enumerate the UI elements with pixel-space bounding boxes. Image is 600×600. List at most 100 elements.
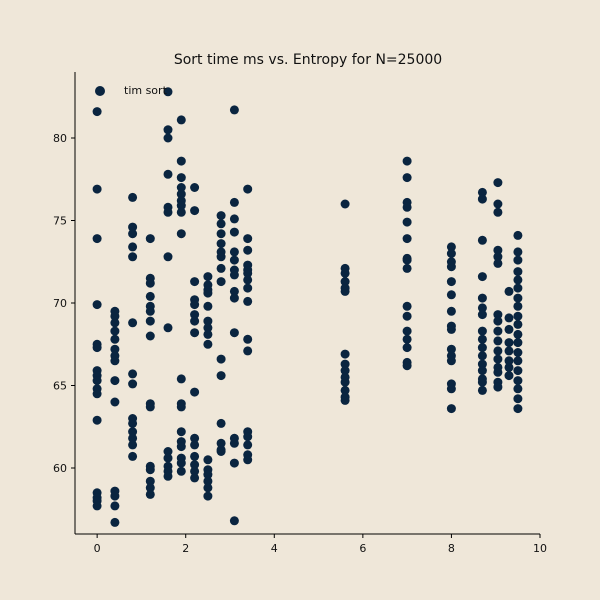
data-point <box>229 105 239 115</box>
data-point <box>176 115 186 125</box>
data-point <box>513 255 523 265</box>
data-point <box>513 338 523 348</box>
data-point <box>340 366 350 376</box>
data-point <box>176 466 186 476</box>
chart-title: Sort time ms vs. Entropy for N=25000 <box>174 52 442 68</box>
data-point <box>128 222 138 232</box>
data-point <box>110 311 120 321</box>
data-point <box>190 433 200 443</box>
data-point <box>145 278 155 288</box>
data-point <box>203 323 213 333</box>
data-point <box>340 199 350 209</box>
data-point <box>203 476 213 486</box>
data-point <box>216 371 226 381</box>
legend: tim sort <box>95 84 168 97</box>
data-point <box>513 275 523 285</box>
data-point <box>110 501 120 511</box>
data-point <box>128 229 138 239</box>
data-point <box>504 371 514 381</box>
data-point <box>513 384 523 394</box>
data-point <box>446 277 456 287</box>
data-point <box>92 234 102 244</box>
data-point <box>513 394 523 404</box>
data-point <box>128 242 138 252</box>
data-point <box>190 206 200 216</box>
data-point <box>176 402 186 412</box>
data-point <box>477 385 487 395</box>
data-point <box>203 470 213 480</box>
data-point <box>243 268 253 278</box>
x-tick-label: 0 <box>94 542 101 555</box>
data-point <box>402 173 412 183</box>
data-point <box>513 329 523 339</box>
data-point <box>190 300 200 310</box>
data-point <box>145 316 155 326</box>
data-point <box>402 301 412 311</box>
data-point <box>243 234 253 244</box>
data-point <box>176 229 186 239</box>
data-point <box>243 275 253 285</box>
data-point <box>229 270 239 280</box>
x-tick-label: 8 <box>448 542 455 555</box>
legend-label: tim sort <box>124 84 168 97</box>
data-point <box>190 277 200 287</box>
data-point <box>128 379 138 389</box>
data-point <box>493 258 503 268</box>
data-point <box>203 288 213 298</box>
data-point <box>446 384 456 394</box>
data-point <box>504 324 514 334</box>
data-point <box>176 189 186 199</box>
data-point <box>110 491 120 501</box>
data-point <box>243 440 253 450</box>
data-point <box>513 293 523 303</box>
data-point <box>190 460 200 470</box>
legend-marker <box>95 86 105 96</box>
data-point <box>493 382 503 392</box>
data-point <box>176 442 186 452</box>
data-point <box>92 415 102 425</box>
data-point <box>446 404 456 414</box>
data-point <box>110 334 120 344</box>
data-point <box>513 376 523 386</box>
data-point <box>163 125 173 135</box>
data-point <box>128 192 138 202</box>
data-point <box>92 184 102 194</box>
data-point <box>110 397 120 407</box>
data-point <box>128 418 138 428</box>
data-point <box>513 283 523 293</box>
data-point <box>243 346 253 356</box>
data-point <box>477 293 487 303</box>
data-point <box>203 483 213 493</box>
data-point <box>128 318 138 328</box>
data-point <box>216 277 226 287</box>
data-point <box>402 326 412 336</box>
data-point <box>229 227 239 237</box>
data-point <box>190 310 200 320</box>
data-point <box>446 249 456 258</box>
data-point <box>513 319 523 329</box>
data-point <box>92 343 102 353</box>
data-point <box>402 156 412 166</box>
data-point <box>513 348 523 357</box>
data-point <box>190 183 200 192</box>
data-point <box>92 107 102 117</box>
data-point <box>92 300 102 310</box>
data-point <box>493 207 503 217</box>
data-point <box>110 517 120 527</box>
data-point <box>477 334 487 344</box>
data-point <box>216 239 226 249</box>
data-point <box>128 369 138 379</box>
data-point <box>340 349 350 359</box>
data-point <box>402 311 412 321</box>
points-layer <box>92 87 523 527</box>
data-point <box>504 362 514 372</box>
data-point <box>446 356 456 366</box>
data-point <box>477 194 487 204</box>
data-point <box>163 133 173 143</box>
data-point <box>229 438 239 448</box>
data-point <box>216 219 226 229</box>
data-point <box>243 296 253 306</box>
x-tick-label: 2 <box>182 542 189 555</box>
data-point <box>92 389 102 399</box>
